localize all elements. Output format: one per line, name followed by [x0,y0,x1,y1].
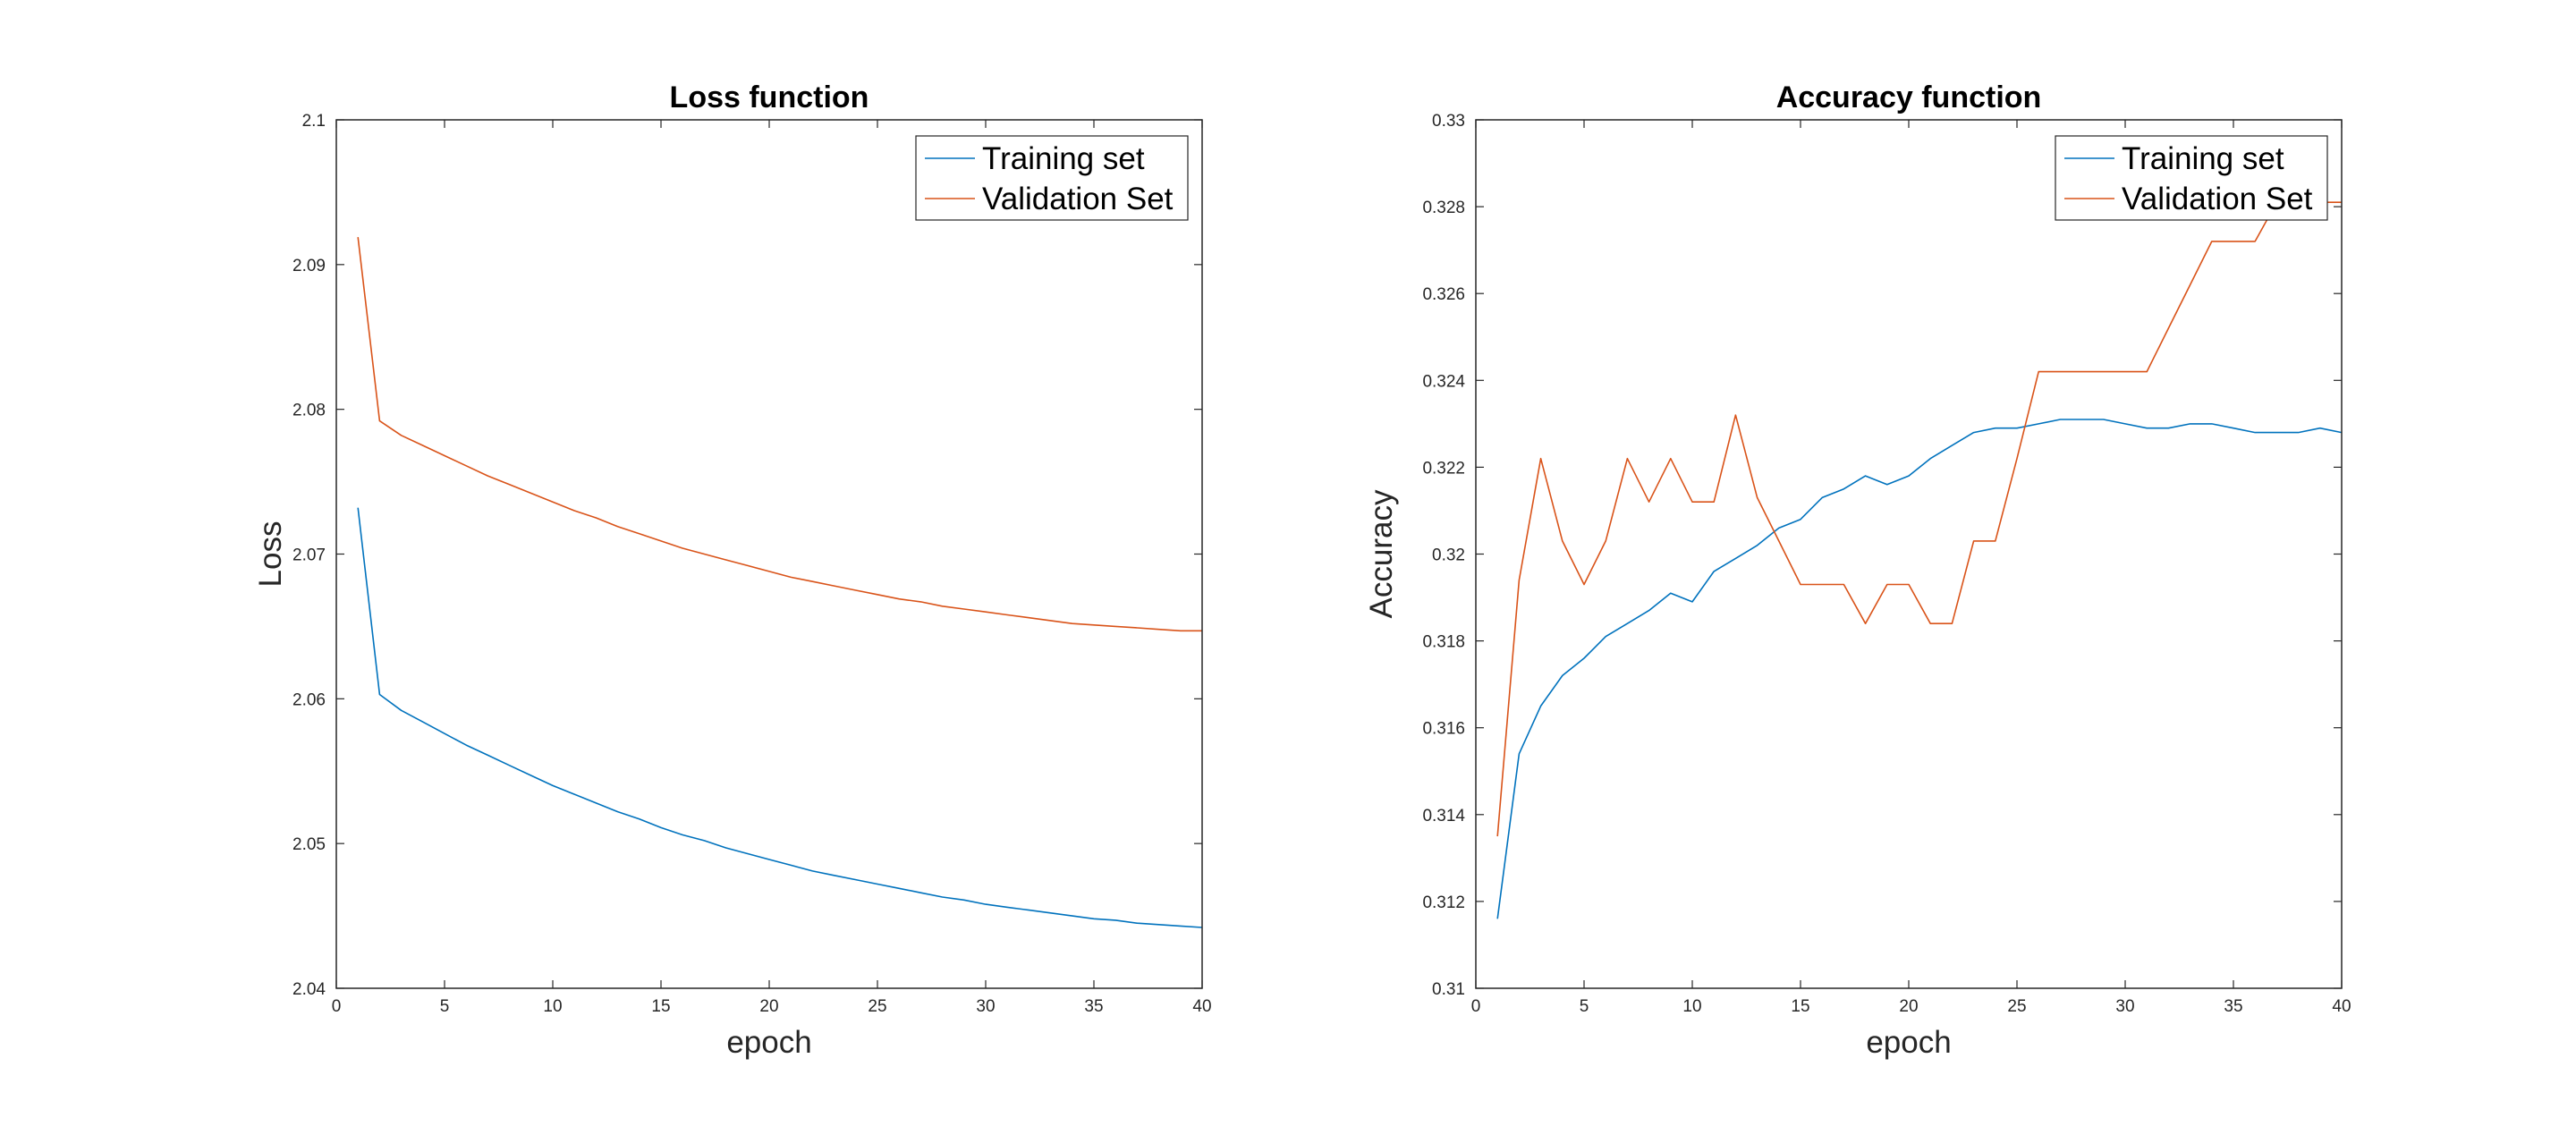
accuracy-series-layer [1496,201,2343,919]
accuracy-series-validation-line [1496,201,2342,837]
accuracy-x-tick-label: 0 [1471,997,1481,1016]
loss-y-tick-label: 2.04 [292,980,326,999]
accuracy-y-tick-label: 0.312 [1422,893,1465,912]
accuracy-y-tick-label: 0.324 [1422,372,1465,391]
loss-y-tick-label: 2.08 [292,402,326,420]
accuracy-x-ticks: 0 5 10 15 20 25 30 35 40 [1471,120,2351,1016]
loss-x-tick-label: 30 [976,997,995,1016]
accuracy-x-tick-label: 35 [2224,997,2242,1016]
loss-legend-frame [915,135,1189,221]
loss-y-tick-label: 2.1 [302,112,326,131]
accuracy-y-tick-label: 0.32 [1432,546,1465,565]
accuracy-y-tick-label: 0.328 [1422,199,1465,217]
loss-y-tick-label: 2.09 [292,257,326,275]
accuracy-legend: Training set Validation Set [2055,135,2328,221]
loss-series-layer [357,237,1203,928]
loss-x-tick-label: 15 [651,997,670,1016]
chart-loss: 0 5 10 15 20 25 30 35 40 2.042.052.062.072.082.0… [253,80,1212,1060]
loss-x-ticks: 0 5 10 15 20 25 30 35 40 [332,120,1212,1016]
loss-x-tick-label: 25 [868,997,886,1016]
loss-y-tick-label: 2.07 [292,546,326,565]
loss-series-training-line [357,507,1203,928]
loss-y-tick-label: 2.05 [292,835,326,854]
accuracy-x-tick-label: 20 [1899,997,1918,1016]
loss-x-axis-label: epoch [726,1025,811,1060]
accuracy-x-tick-label: 5 [1580,997,1589,1016]
accuracy-legend-label: Validation Set [2122,182,2313,216]
loss-x-tick-label: 35 [1084,997,1103,1016]
chart-accuracy: 0 5 10 15 20 25 30 35 40 0.310.3120.3140.3160.31… [1364,80,2351,1060]
loss-y-ticks: 2.04 2.05 2.06 2.07 2.08 2.09 2.1 [292,112,1202,999]
accuracy-x-axis-label: epoch [1866,1025,1951,1060]
accuracy-chart-title: Accuracy function [1776,80,2042,114]
accuracy-x-tick-label: 30 [2115,997,2134,1016]
accuracy-y-tick-label: 0.326 [1422,285,1465,304]
accuracy-y-ticks: 0.31 0.312 0.314 0.316 0.318 0.32 0.322 0.324 0.… [1422,112,2342,999]
accuracy-legend-frame [2055,135,2328,221]
accuracy-legend-label: Training set [2122,141,2284,176]
accuracy-y-axis-label: Accuracy [1364,489,1399,618]
loss-x-tick-label: 20 [759,997,778,1016]
loss-y-tick-label: 2.06 [292,690,326,709]
accuracy-x-tick-label: 15 [1791,997,1809,1016]
loss-x-tick-label: 5 [440,997,450,1016]
loss-x-tick-label: 40 [1192,997,1211,1016]
loss-plot-area [336,120,1202,988]
loss-y-axis-label: Loss [253,521,288,588]
loss-legend-label: Training set [982,141,1145,176]
accuracy-x-tick-label: 10 [1682,997,1701,1016]
accuracy-series-training-line [1496,419,2343,919]
accuracy-y-tick-label: 0.31 [1432,980,1465,999]
loss-series-validation-line [357,237,1202,632]
accuracy-y-tick-label: 0.316 [1422,720,1465,739]
loss-legend-label: Validation Set [982,182,1174,216]
loss-legend: Training set Validation Set [915,135,1189,221]
accuracy-x-tick-label: 40 [2332,997,2351,1016]
accuracy-y-tick-label: 0.314 [1422,807,1465,826]
loss-x-tick-label: 0 [332,997,342,1016]
loss-chart-title: Loss function [670,80,869,114]
accuracy-plot-area [1476,120,2342,988]
accuracy-y-tick-label: 0.33 [1432,112,1465,131]
loss-x-tick-label: 10 [543,997,562,1016]
accuracy-x-tick-label: 25 [2007,997,2026,1016]
accuracy-y-tick-label: 0.322 [1422,459,1465,478]
accuracy-y-tick-label: 0.318 [1422,633,1465,652]
